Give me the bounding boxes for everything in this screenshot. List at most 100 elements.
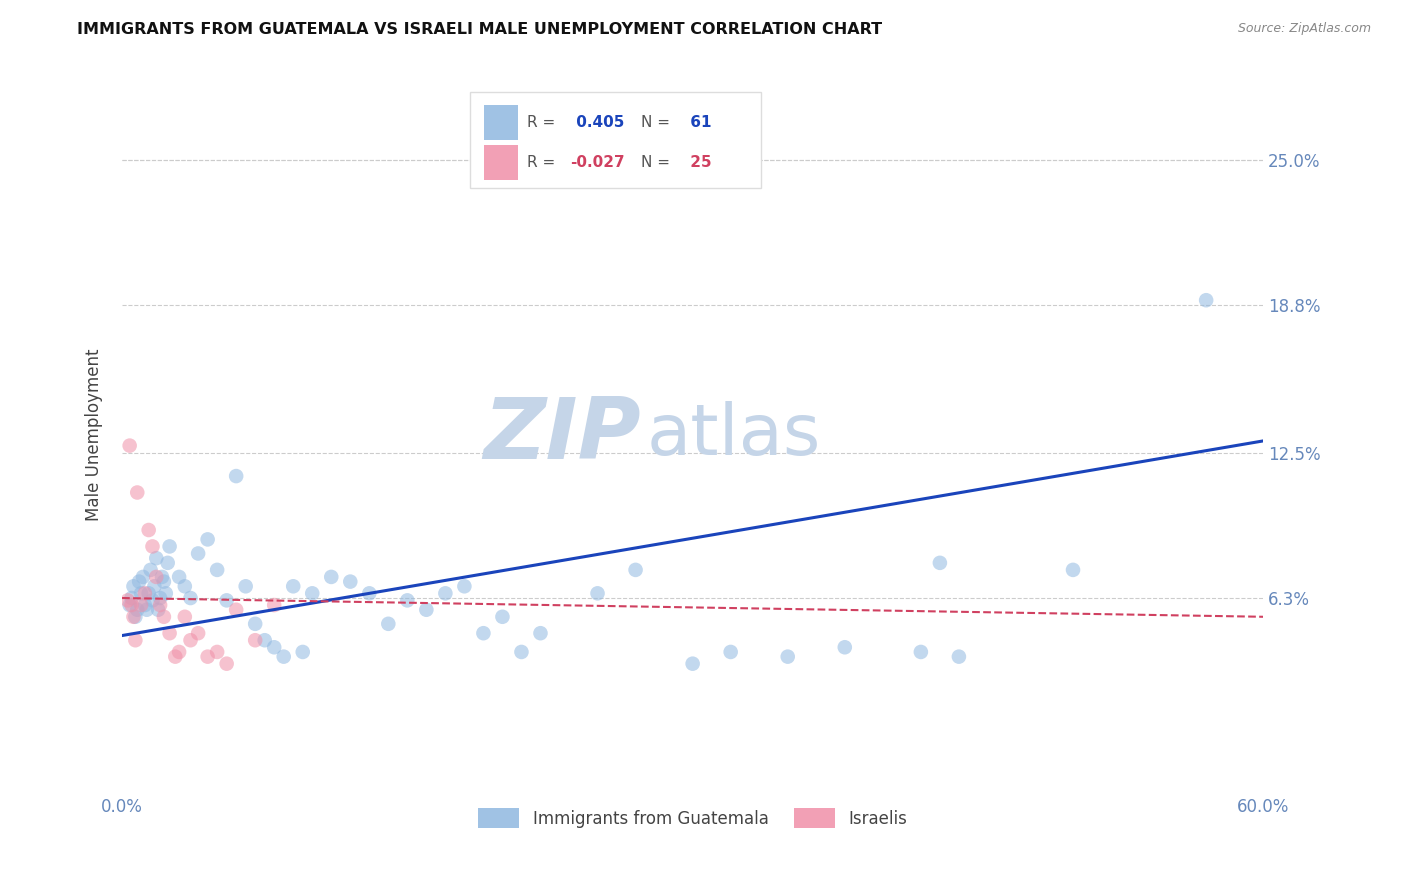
Point bbox=[187, 546, 209, 560]
Point bbox=[491, 609, 513, 624]
Point bbox=[434, 586, 457, 600]
Point bbox=[138, 523, 160, 537]
Legend: Immigrants from Guatemala, Israelis: Immigrants from Guatemala, Israelis bbox=[471, 802, 914, 834]
Point bbox=[159, 540, 181, 554]
Point bbox=[135, 603, 157, 617]
Point bbox=[127, 603, 149, 617]
Point bbox=[215, 593, 238, 607]
Point bbox=[148, 603, 170, 617]
Point bbox=[1062, 563, 1084, 577]
Point bbox=[225, 603, 247, 617]
Point bbox=[124, 609, 146, 624]
Point bbox=[197, 649, 219, 664]
Point bbox=[143, 579, 166, 593]
Point bbox=[153, 609, 176, 624]
Point bbox=[180, 591, 202, 605]
Point bbox=[225, 469, 247, 483]
Point bbox=[510, 645, 533, 659]
Text: atlas: atlas bbox=[647, 401, 821, 469]
Point bbox=[122, 609, 145, 624]
Point bbox=[118, 598, 141, 612]
Point bbox=[121, 598, 143, 612]
Point bbox=[180, 633, 202, 648]
Point bbox=[283, 579, 305, 593]
Point bbox=[159, 626, 181, 640]
Point bbox=[121, 591, 143, 605]
Point bbox=[1195, 293, 1218, 308]
Point bbox=[141, 540, 163, 554]
Point bbox=[156, 556, 179, 570]
Point bbox=[138, 586, 160, 600]
Point bbox=[129, 598, 152, 612]
Point bbox=[134, 598, 156, 612]
Point bbox=[118, 439, 141, 453]
Point bbox=[301, 586, 323, 600]
Point bbox=[132, 570, 155, 584]
Point bbox=[776, 649, 799, 664]
Point bbox=[129, 586, 152, 600]
Point bbox=[273, 649, 295, 664]
Point bbox=[145, 551, 167, 566]
Point bbox=[339, 574, 361, 589]
Point bbox=[205, 563, 228, 577]
Point bbox=[263, 640, 285, 655]
Point bbox=[173, 609, 195, 624]
Point bbox=[682, 657, 704, 671]
Point bbox=[928, 556, 950, 570]
Text: R =: R = bbox=[527, 155, 560, 170]
Point bbox=[472, 626, 495, 640]
Point bbox=[150, 570, 173, 584]
Text: 0.405: 0.405 bbox=[571, 115, 624, 130]
Point bbox=[720, 645, 742, 659]
Point bbox=[948, 649, 970, 664]
Text: Source: ZipAtlas.com: Source: ZipAtlas.com bbox=[1237, 22, 1371, 36]
Point bbox=[167, 570, 190, 584]
Point bbox=[173, 579, 195, 593]
Point bbox=[167, 645, 190, 659]
Point bbox=[153, 574, 176, 589]
Text: 25: 25 bbox=[685, 155, 711, 170]
Point bbox=[139, 563, 162, 577]
Point bbox=[624, 563, 647, 577]
Point bbox=[377, 616, 399, 631]
Point bbox=[529, 626, 551, 640]
Point bbox=[128, 574, 150, 589]
Point bbox=[205, 645, 228, 659]
Point bbox=[235, 579, 257, 593]
Point bbox=[586, 586, 609, 600]
Text: N =: N = bbox=[641, 155, 675, 170]
Text: 61: 61 bbox=[685, 115, 711, 130]
Point bbox=[243, 616, 266, 631]
Point bbox=[359, 586, 381, 600]
Point bbox=[453, 579, 475, 593]
Point bbox=[187, 626, 209, 640]
Text: R =: R = bbox=[527, 115, 560, 130]
Text: N =: N = bbox=[641, 115, 675, 130]
Point bbox=[145, 570, 167, 584]
Point bbox=[165, 649, 187, 664]
Point bbox=[834, 640, 856, 655]
Text: ZIP: ZIP bbox=[484, 393, 641, 476]
Point bbox=[122, 579, 145, 593]
Point bbox=[155, 586, 177, 600]
Point bbox=[321, 570, 343, 584]
Point bbox=[149, 591, 172, 605]
Point bbox=[215, 657, 238, 671]
Point bbox=[253, 633, 276, 648]
Text: -0.027: -0.027 bbox=[571, 155, 626, 170]
Point bbox=[396, 593, 419, 607]
Point bbox=[197, 533, 219, 547]
Point bbox=[141, 593, 163, 607]
Text: IMMIGRANTS FROM GUATEMALA VS ISRAELI MALE UNEMPLOYMENT CORRELATION CHART: IMMIGRANTS FROM GUATEMALA VS ISRAELI MAL… bbox=[77, 22, 883, 37]
Point bbox=[243, 633, 266, 648]
Point bbox=[127, 485, 149, 500]
Point bbox=[291, 645, 314, 659]
Point bbox=[117, 593, 139, 607]
Bar bbox=[484, 105, 517, 140]
Point bbox=[149, 598, 172, 612]
Point bbox=[910, 645, 932, 659]
Y-axis label: Male Unemployment: Male Unemployment bbox=[86, 349, 103, 521]
Point bbox=[124, 633, 146, 648]
Point bbox=[134, 586, 156, 600]
FancyBboxPatch shape bbox=[470, 92, 761, 188]
